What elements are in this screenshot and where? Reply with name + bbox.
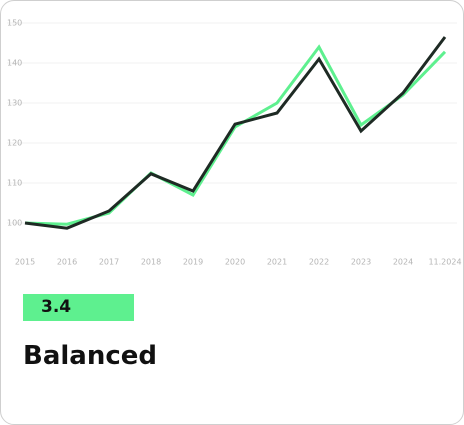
x-tick-label: 2020 [225, 258, 245, 267]
x-tick-label: 2015 [15, 258, 35, 267]
y-tick-label: 140 [7, 59, 22, 68]
y-tick-label: 110 [7, 179, 22, 188]
y-tick-label: 100 [7, 219, 22, 228]
x-tick-label: 11.2024 [428, 258, 461, 267]
score: 3.4 [41, 297, 72, 317]
line [24, 36, 447, 230]
x-tick-label: 2021 [267, 258, 287, 267]
x-tick-label: 2017 [99, 258, 119, 267]
x-tick-label: 2018 [141, 258, 161, 267]
x-tick-label: 2023 [351, 258, 371, 267]
x-tick-label: 2019 [183, 258, 203, 267]
x-tick-label: 2024 [393, 258, 413, 267]
x-tick-label: 2022 [309, 258, 329, 267]
y-tick-label: 130 [7, 99, 22, 108]
y-tick-label: 120 [7, 139, 22, 148]
chart: 100 110 120 130 140 150 2015 2016 2017 2018 2019 20… [7, 19, 462, 267]
x-tick-label: 2016 [57, 258, 77, 267]
line [24, 44, 447, 226]
y-tick-label: 150 [7, 19, 22, 28]
rating-label: Balanced [23, 341, 157, 371]
score-badge: 3.4 [23, 294, 134, 321]
